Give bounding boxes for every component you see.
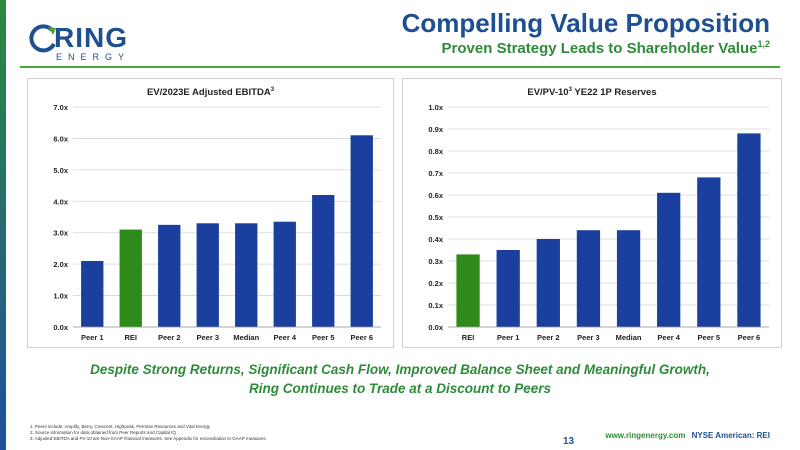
footnotes: 1. Peers include: Amplify, Berry, Cresce… [30,424,266,442]
x-tick-label: Peer 1 [497,333,520,342]
bar-rei [119,229,142,327]
y-tick-label: 0.4x [428,235,443,244]
bar-rei [456,254,480,327]
y-tick-label: 3.0x [53,229,68,238]
y-tick-label: 0.5x [428,213,443,222]
tagline-line-2: Ring Continues to Trade at a Discount to… [248,381,552,396]
bar-peer-2 [536,239,560,327]
x-tick-label: REI [124,333,137,342]
x-tick-label: Peer 1 [81,333,104,342]
ebitda-chart-svg: EV/2023E Adjusted EBITDA3 0.0x 1.0x 2.0x 3.0… [53,87,381,342]
subtitle-text: Proven Strategy Leads to Shareholder Val… [441,40,758,57]
y-tick-label: 4.0x [53,197,68,206]
page-number: 13 [563,436,575,447]
x-tick-label: Peer 3 [196,333,219,342]
x-tick-label: Peer 5 [312,333,335,342]
exchange-ticker: NYSE American: REI [691,431,770,440]
pv10-chart: EV/PV-103 YE22 1P Reserves 0.0x 0.1x 0.2x 0.… [402,78,782,348]
bar-peer-5 [312,195,335,327]
y-tick-label: 0.2x [428,279,443,288]
x-tick-label: REI [462,333,475,342]
x-tick-label: Peer 2 [537,333,560,342]
bar-peer-4 [273,221,296,327]
bar-peer-6 [737,133,761,327]
y-tick-label: 1.0x [428,103,443,112]
ring-energy-logo: RING ENERGY [14,10,164,62]
page-subtitle: Proven Strategy Leads to Shareholder Val… [402,39,770,57]
chart-title: EV/PV-103 YE22 1P Reserves [527,87,656,98]
ebitda-chart: EV/2023E Adjusted EBITDA3 0.0x 1.0x 2.0x 3.0… [27,78,394,348]
y-tick-label: 0.0x [428,323,443,332]
bar-peer-4 [657,192,681,327]
bar-peer-1 [81,261,104,327]
y-tick-label: 5.0x [53,166,68,175]
footer-links: www.ringenergy.com NYSE American: REI [605,431,770,440]
y-tick-label: 2.0x [53,260,68,269]
x-tick-label: Peer 2 [158,333,181,342]
footnote-3: 3. Adjusted EBITDA and PV-10 are Non-GAA… [30,436,266,441]
header: Compelling Value Proposition Proven Stra… [402,8,770,57]
bar-peer-1 [496,250,520,327]
bar-peer-6 [350,135,373,327]
bar-peer-3 [196,223,219,327]
y-tick-label: 0.8x [428,147,443,156]
y-tick-label: 6.0x [53,134,68,143]
logo-word: RING [54,22,128,53]
y-tick-label: 0.1x [428,301,443,310]
y-tick-label: 0.3x [428,257,443,266]
bar-median [616,230,641,327]
y-tick-label: 0.9x [428,125,443,134]
bar-peer-5 [697,177,721,327]
tagline: Despite Strong Returns, Significant Cash… [0,360,800,398]
footnote-1: 1. Peers include: Amplify, Berry, Cresce… [30,424,211,429]
x-tick-label: Median [233,333,259,342]
y-tick-label: 0.7x [428,169,443,178]
page-title: Compelling Value Proposition [401,8,770,38]
header-divider [20,66,780,68]
y-tick-label: 0.6x [428,191,443,200]
logo-arc-icon [29,24,56,53]
bar-peer-3 [576,230,601,327]
y-tick-label: 0.0x [53,323,68,332]
x-tick-label: Peer 3 [577,333,600,342]
pv10-chart-svg: EV/PV-103 YE22 1P Reserves 0.0x 0.1x 0.2x 0.… [428,87,769,342]
website-link[interactable]: www.ringenergy.com [605,431,686,440]
left-accent-bar [0,0,6,450]
bar-median [235,223,258,327]
tagline-line-1: Despite Strong Returns, Significant Cash… [90,362,710,377]
subtitle-footnote: 1,2 [757,39,770,49]
y-tick-label: 1.0x [53,292,68,301]
footnote-2: 2. Source information for data obtained … [30,430,176,435]
x-tick-label: Peer 6 [738,333,761,342]
y-tick-label: 7.0x [53,103,68,112]
x-tick-label: Peer 4 [273,333,296,342]
x-tick-label: Peer 6 [350,333,373,342]
x-tick-label: Peer 5 [698,333,721,342]
logo-subword: ENERGY [56,52,131,62]
x-tick-label: Peer 4 [657,333,680,342]
bar-peer-2 [158,224,181,327]
x-tick-label: Median [616,333,642,342]
chart-title: EV/2023E Adjusted EBITDA3 [147,87,275,98]
